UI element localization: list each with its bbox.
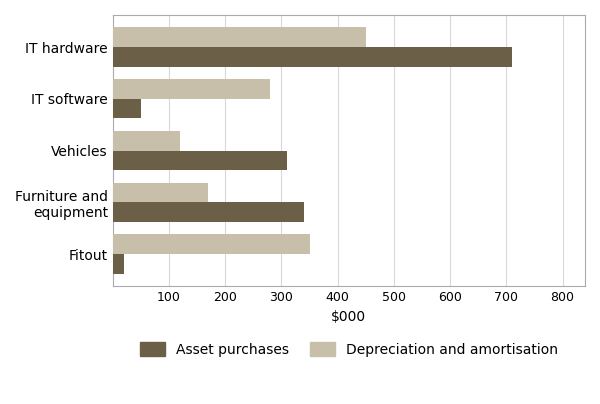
Bar <box>113 47 512 67</box>
Bar <box>113 131 181 151</box>
Bar <box>113 234 310 254</box>
Bar <box>113 151 287 170</box>
Bar <box>113 27 366 47</box>
Bar <box>113 202 304 222</box>
Bar <box>113 99 141 118</box>
Bar <box>113 183 208 202</box>
Legend: Asset purchases, Depreciation and amortisation: Asset purchases, Depreciation and amorti… <box>134 337 563 362</box>
Bar <box>113 254 124 274</box>
X-axis label: $000: $000 <box>331 309 367 324</box>
Bar <box>113 79 270 99</box>
